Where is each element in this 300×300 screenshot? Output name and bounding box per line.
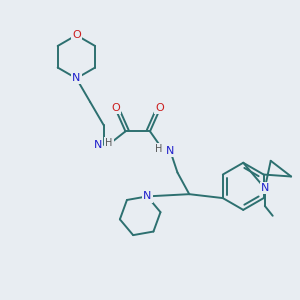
- Text: N: N: [143, 191, 152, 201]
- Text: N: N: [165, 146, 174, 156]
- Text: O: O: [155, 103, 164, 113]
- Text: H: H: [155, 144, 163, 154]
- Text: N: N: [261, 183, 269, 193]
- Text: N: N: [94, 140, 102, 150]
- Text: O: O: [72, 30, 81, 40]
- Text: N: N: [72, 74, 81, 83]
- Text: O: O: [111, 103, 120, 113]
- Text: H: H: [105, 138, 112, 148]
